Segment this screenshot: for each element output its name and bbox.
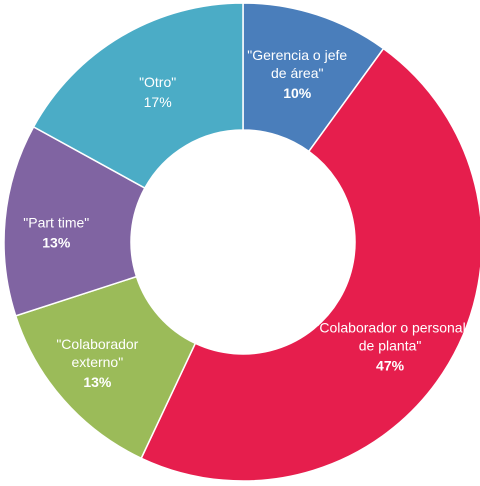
slice-label-0: "Gerencia o jefe (247, 47, 347, 63)
slice-4 (32, 2, 244, 190)
slice-label-0: de área" (271, 65, 323, 81)
slice-2 (14, 275, 197, 460)
slice-pct-2: 13% (83, 374, 112, 390)
slice-label-1: "Colaborador o personal (314, 319, 465, 335)
slice-pct-1: 47% (376, 357, 405, 373)
slice-label-2: "Colaborador (56, 336, 138, 352)
slice-pct-0: 10% (283, 85, 312, 101)
slice-1 (140, 47, 480, 482)
slices-group (3, 2, 480, 482)
slice-3 (3, 125, 146, 317)
labels-group: "Gerencia o jefe de área" 10% "Colaborador … (23, 47, 465, 390)
slice-label-4: "Otro" (139, 74, 176, 90)
slice-label-3: "Part time" (23, 214, 89, 230)
slice-label-1: de planta" (359, 337, 422, 353)
slice-pct-4: 17% (144, 94, 172, 110)
slice-label-2: externo" (72, 354, 124, 370)
slice-pct-3: 13% (42, 234, 71, 250)
